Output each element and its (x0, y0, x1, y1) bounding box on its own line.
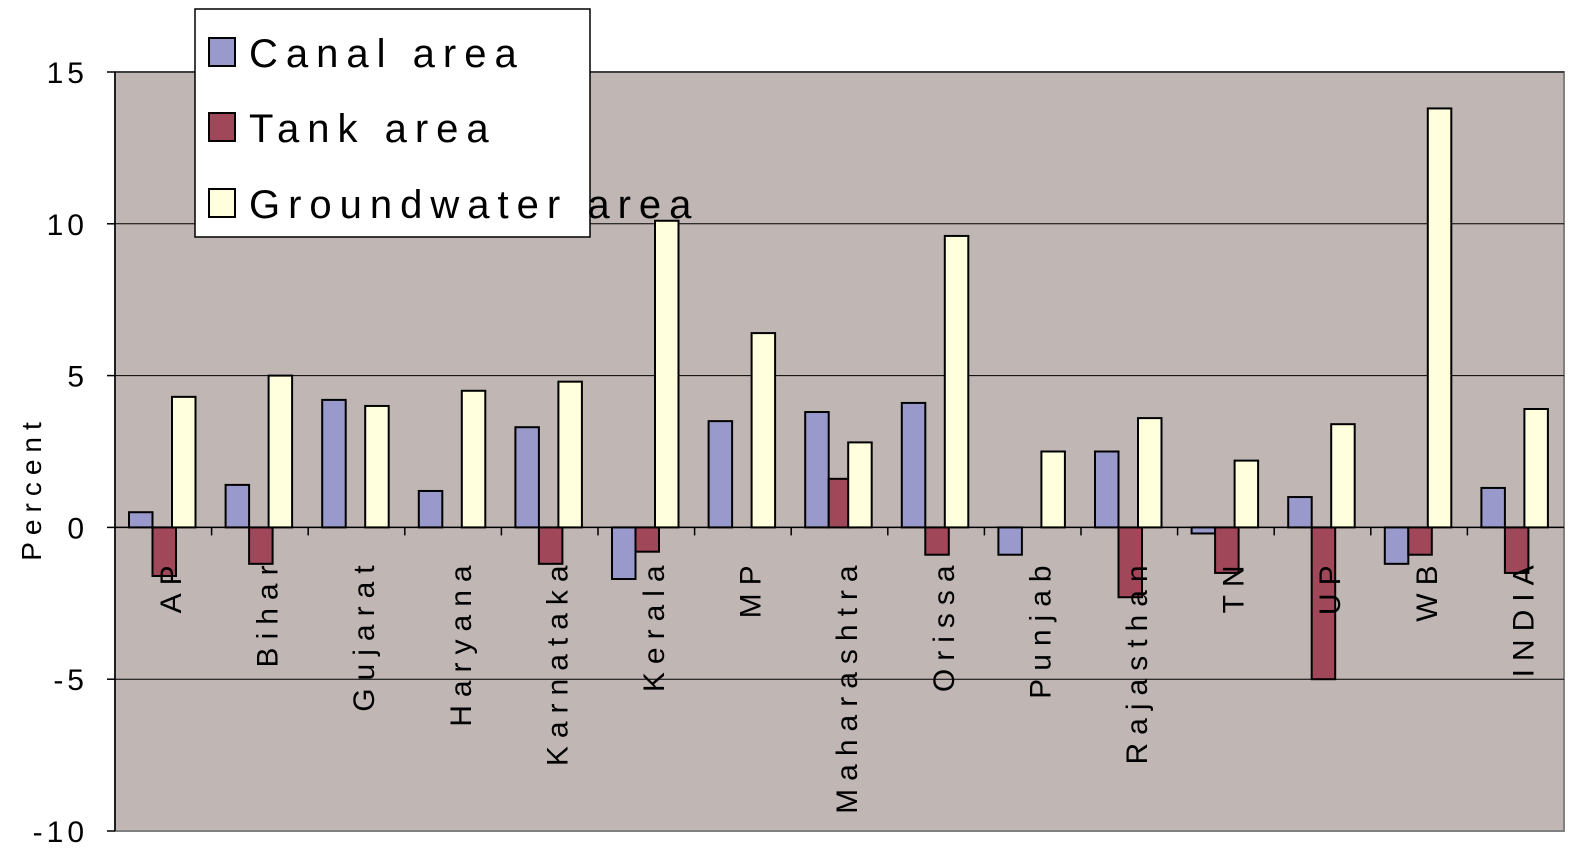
y-tick-label: -10 (33, 816, 88, 849)
y-tick-labels: 15 10 5 0 -5 -10 (33, 57, 88, 849)
y-tick-label: -5 (53, 664, 88, 697)
bar-groundwater-area (1137, 417, 1163, 529)
bar-canal-area (1094, 450, 1120, 529)
bar-canal-area (997, 526, 1023, 556)
bar-groundwater-area (1523, 407, 1549, 529)
category-label: Maharashtra (831, 557, 864, 813)
axes (114, 72, 1564, 831)
legend-label: Canal area (249, 32, 525, 76)
bar-groundwater-area (460, 389, 487, 529)
y-tick-label: 10 (47, 209, 88, 242)
category-label: Punjab (1024, 557, 1057, 698)
bar-canal-area (417, 489, 444, 529)
category-label: INDIA (1507, 557, 1540, 677)
bar-groundwater-area (1040, 450, 1066, 529)
category-label: AP (155, 557, 188, 613)
bar-canal-area (224, 483, 251, 529)
bar-canal-area (707, 420, 734, 529)
legend-swatch (208, 188, 236, 218)
bar-groundwater-area (943, 234, 970, 529)
bar-canal-area (1480, 486, 1506, 529)
bar-groundwater-area (1330, 423, 1356, 529)
category-label: WB (1411, 557, 1444, 621)
category-label: Orissa (928, 557, 961, 692)
y-tick-label: 0 (67, 512, 88, 545)
category-labels: AP Bihar Gujarat Haryana Karnataka Kerala MP Ma… (155, 557, 1540, 813)
legend-box (194, 8, 591, 238)
legend-label: Tank area (249, 107, 497, 151)
bar-tank-area (634, 526, 660, 553)
bar-groundwater-area (847, 441, 873, 529)
category-label: TN (1218, 557, 1251, 613)
category-label: MP (735, 557, 768, 618)
bar-canal-area (900, 401, 927, 529)
bar-groundwater-area (557, 380, 583, 529)
legend-swatch (208, 112, 236, 142)
bar-groundwater-area (1426, 107, 1453, 529)
bar-canal-area (1190, 526, 1217, 535)
legend-swatch (208, 37, 236, 67)
category-label: Kerala (638, 557, 671, 692)
bar-tank-area (1407, 526, 1433, 556)
bar-groundwater-area (654, 219, 680, 529)
bar-canal-area (1383, 526, 1410, 565)
category-label: Karnataka (541, 557, 574, 766)
bar-groundwater-area (267, 374, 294, 529)
bar-tank-area (924, 526, 950, 556)
bars (128, 107, 1549, 681)
category-label: UP (1314, 557, 1347, 615)
y-tick-label: 15 (47, 57, 88, 90)
legend-label: Groundwater area (249, 183, 699, 227)
y-tick-label: 5 (67, 361, 88, 394)
bar-groundwater-area (1233, 459, 1260, 529)
y-axis-title: Percent (16, 415, 47, 561)
category-label: Bihar (252, 557, 285, 667)
bar-canal-area (1287, 496, 1313, 529)
category-label: Gujarat (348, 557, 381, 711)
bar-canal-area (128, 511, 154, 529)
bar-groundwater-area (171, 395, 197, 529)
bar-canal-area (514, 426, 540, 529)
bar-groundwater-area (750, 332, 777, 529)
category-label: Rajasthan (1121, 557, 1154, 764)
bar-canal-area (804, 411, 830, 529)
legend: Canal area Tank area Groundwater area (194, 8, 699, 238)
category-label: Haryana (445, 557, 478, 726)
bar-canal-area (321, 398, 347, 529)
bar-groundwater-area (364, 404, 390, 529)
bar-canal-area (611, 526, 637, 581)
